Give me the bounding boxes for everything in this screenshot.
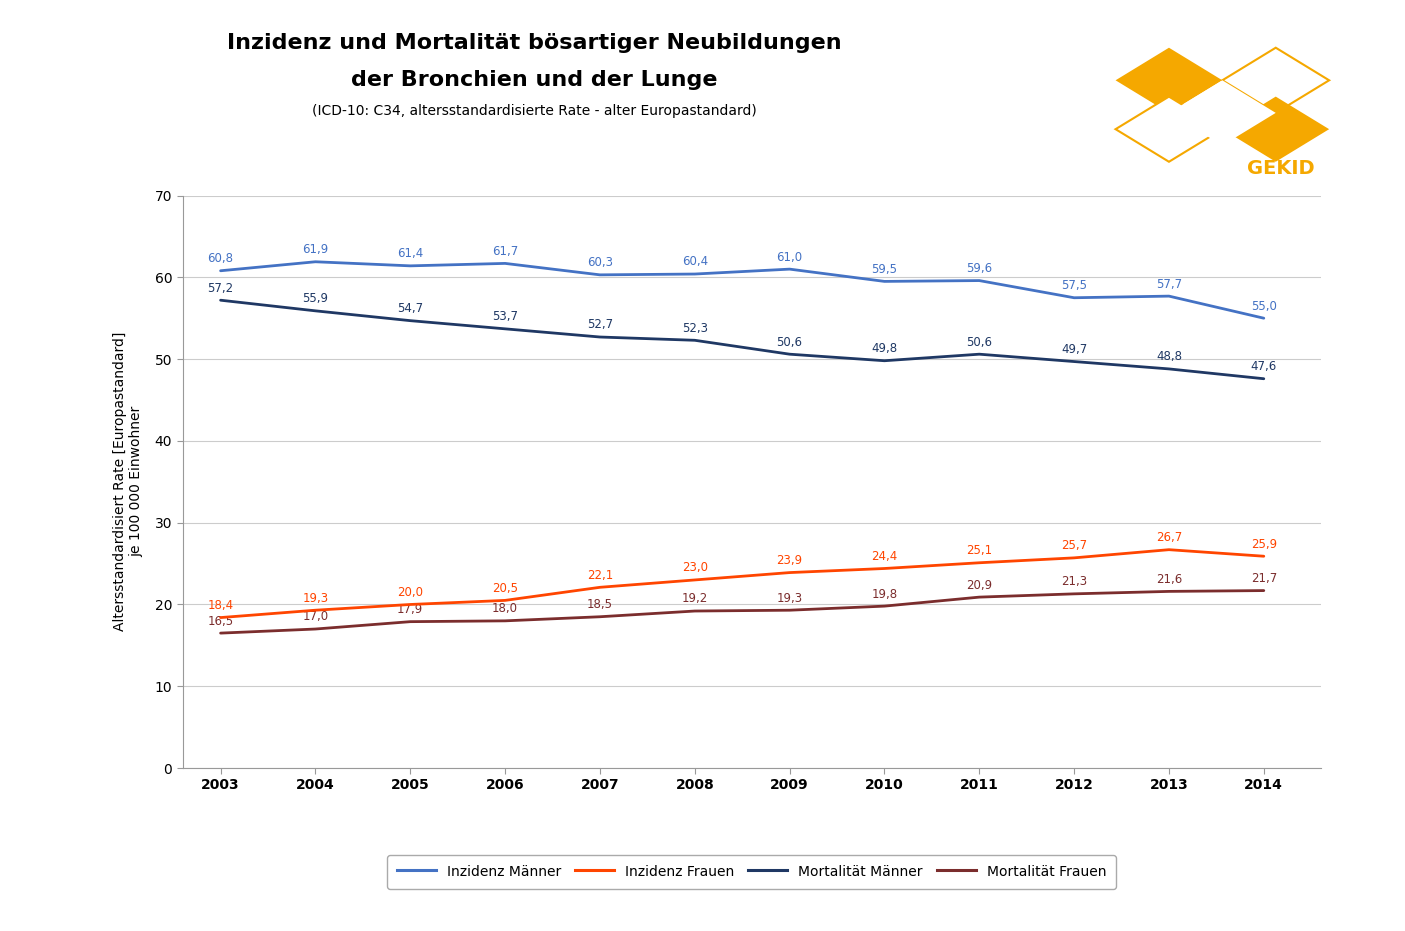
Text: GEKID: GEKID [1248,159,1315,178]
Text: 49,8: 49,8 [871,343,898,356]
Text: 20,9: 20,9 [967,578,992,591]
Text: 21,3: 21,3 [1061,575,1087,588]
Text: 57,2: 57,2 [208,282,233,294]
Text: 47,6: 47,6 [1250,360,1277,373]
Text: Inzidenz und Mortalität bösartiger Neubildungen: Inzidenz und Mortalität bösartiger Neubi… [226,33,842,52]
Legend: Inzidenz Männer, Inzidenz Frauen, Mortalität Männer, Mortalität Frauen: Inzidenz Männer, Inzidenz Frauen, Mortal… [388,856,1116,888]
Text: 50,6: 50,6 [777,336,802,348]
Text: 17,0: 17,0 [302,611,329,624]
Text: 21,7: 21,7 [1250,572,1277,585]
Text: 55,0: 55,0 [1250,300,1277,313]
Text: 52,3: 52,3 [681,322,708,335]
Text: 55,9: 55,9 [302,292,329,305]
Text: 53,7: 53,7 [492,310,518,323]
Text: 23,9: 23,9 [777,554,802,567]
Text: 26,7: 26,7 [1156,531,1182,544]
Text: 57,7: 57,7 [1156,277,1182,290]
Text: 59,6: 59,6 [967,262,992,275]
Text: 19,3: 19,3 [302,592,329,604]
Text: 24,4: 24,4 [871,550,898,563]
Text: 25,7: 25,7 [1061,539,1087,552]
Text: 59,5: 59,5 [871,263,898,276]
Text: 61,7: 61,7 [492,245,518,258]
Y-axis label: Altersstandardisiert Rate [Europastandard]
je 100 000 Einwohner: Altersstandardisiert Rate [Europastandar… [114,332,143,631]
Text: 25,1: 25,1 [967,545,992,558]
Text: 61,4: 61,4 [398,248,423,261]
Polygon shape [1116,47,1222,113]
Text: 54,7: 54,7 [398,302,423,315]
Text: 50,6: 50,6 [967,336,992,348]
Polygon shape [1222,47,1329,113]
Text: 16,5: 16,5 [208,614,233,627]
Text: 23,0: 23,0 [681,561,708,574]
Text: 17,9: 17,9 [398,603,423,616]
Text: 60,8: 60,8 [208,252,233,265]
Text: 18,4: 18,4 [208,599,233,612]
Text: 48,8: 48,8 [1156,350,1182,363]
Text: 20,5: 20,5 [492,582,518,595]
Polygon shape [1222,97,1329,162]
Text: 25,9: 25,9 [1250,538,1277,550]
Text: 57,5: 57,5 [1061,279,1087,292]
Text: 49,7: 49,7 [1061,343,1087,356]
Text: 18,5: 18,5 [587,599,613,611]
Text: 61,9: 61,9 [302,243,329,256]
Text: 61,0: 61,0 [777,250,802,263]
Text: 19,8: 19,8 [871,587,898,600]
Text: (ICD-10: C34, altersstandardisierte Rate - alter Europastandard): (ICD-10: C34, altersstandardisierte Rate… [312,104,756,118]
Text: 21,6: 21,6 [1156,573,1182,586]
Text: 22,1: 22,1 [587,569,613,582]
Text: 19,3: 19,3 [777,592,802,604]
Text: der Bronchien und der Lunge: der Bronchien und der Lunge [351,70,717,89]
Text: 20,0: 20,0 [398,586,423,599]
Text: 19,2: 19,2 [681,592,708,605]
Polygon shape [1169,80,1276,145]
Text: 52,7: 52,7 [587,318,613,331]
Polygon shape [1116,97,1222,162]
Text: 60,4: 60,4 [681,255,708,268]
Text: 60,3: 60,3 [587,256,613,269]
Text: 18,0: 18,0 [492,602,518,615]
